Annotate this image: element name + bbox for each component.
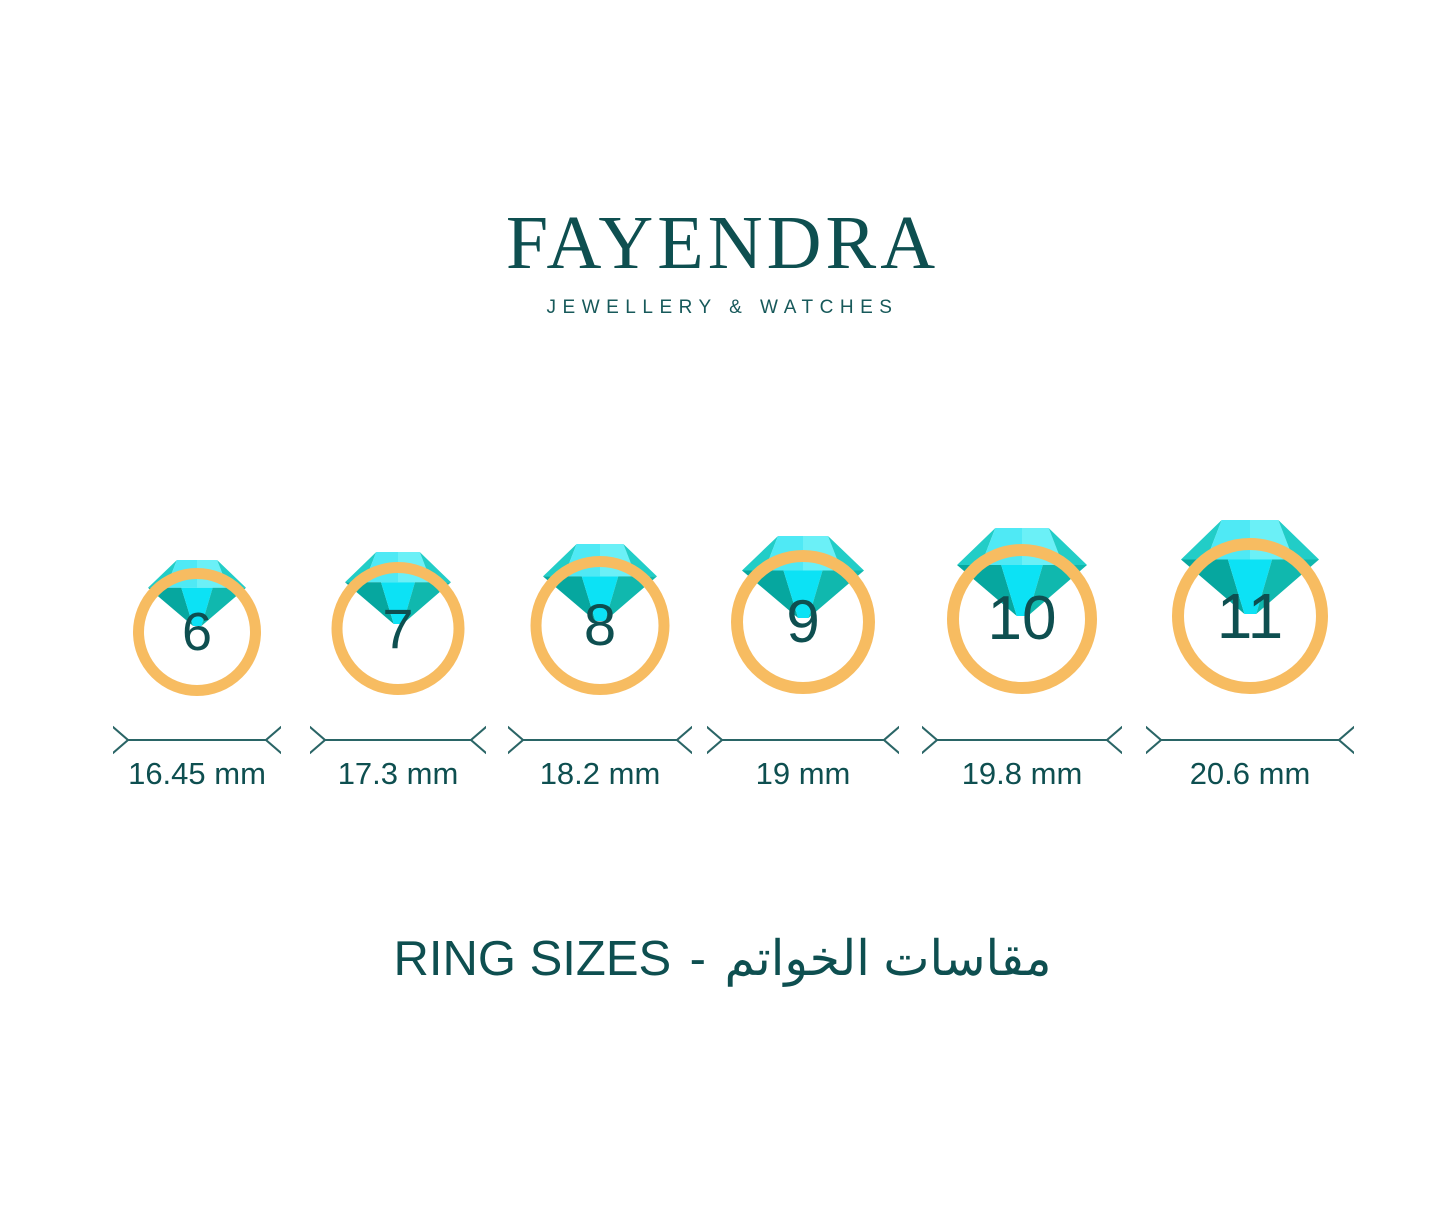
ring-band[interactable]: 6	[133, 568, 261, 696]
ring-size-cell[interactable]: 11 20.6 mm	[1110, 440, 1390, 820]
chart-caption: RING SIZES - مقاسات الخواتم	[0, 930, 1445, 989]
ring-size-number: 7	[382, 596, 414, 660]
dimension-arrow	[920, 723, 1124, 757]
ring-size-number: 8	[583, 592, 617, 658]
dimension-arrow	[705, 723, 901, 757]
ring-diameter-label: 20.6 mm	[1189, 756, 1311, 791]
brand-wordmark: FAYENDRA	[505, 201, 940, 285]
ring-diameter-label: 16.45 mm	[128, 756, 266, 791]
dimension-arrow	[506, 723, 694, 757]
ring-band[interactable]: 10	[947, 544, 1097, 694]
ring-size-cell[interactable]: 10 19.8 mm	[882, 440, 1162, 820]
ring-size-cell[interactable]: 8 18.2 mm	[460, 440, 740, 820]
ring-diameter-label: 19 mm	[755, 756, 851, 791]
dimension-arrow	[1144, 723, 1356, 757]
ring-size-number: 11	[1216, 580, 1284, 652]
ring-size-number: 9	[786, 588, 820, 655]
ring-band[interactable]: 7	[331, 562, 465, 695]
ring-band[interactable]: 9	[731, 550, 875, 694]
caption-arabic: مقاسات الخواتم	[724, 932, 1052, 986]
ring-size-number: 10	[987, 584, 1057, 653]
ring-size-number: 6	[181, 602, 213, 662]
caption-english: RING SIZES	[393, 932, 672, 986]
ring-band[interactable]: 8	[530, 556, 670, 695]
dimension-arrow	[308, 723, 488, 757]
ring-band[interactable]: 11	[1172, 538, 1328, 694]
ring-size-cell[interactable]: 6 16.45 mm	[57, 440, 337, 820]
caption-separator: -	[689, 932, 706, 986]
ring-diameter-label: 17.3 mm	[337, 756, 459, 791]
ring-diameter-label: 18.2 mm	[539, 756, 661, 791]
brand-logo: FAYENDRA JEWELLERY & WATCHES	[0, 205, 1445, 319]
dimension-arrow	[111, 723, 283, 757]
ring-size-row: 6 16.45 mm 7 17.3 mm 8 18.2 mm 9 19 mm 10 19.8 mm…	[0, 440, 1445, 820]
brand-tagline: JEWELLERY & WATCHES	[546, 297, 899, 318]
ring-diameter-label: 19.8 mm	[961, 756, 1083, 791]
ring-size-cell[interactable]: 9 19 mm	[663, 440, 943, 820]
ring-size-cell[interactable]: 7 17.3 mm	[258, 440, 538, 820]
